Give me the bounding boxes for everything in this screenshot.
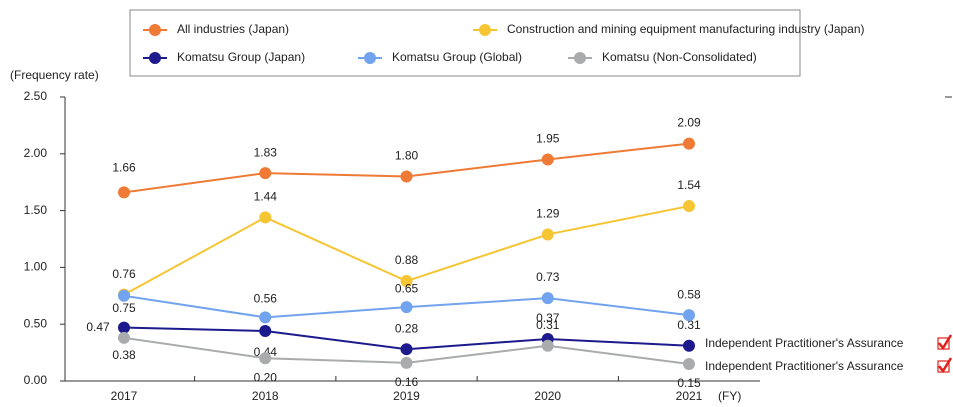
y-tick-label: 2.00 <box>24 146 48 160</box>
data-label: 0.75 <box>112 301 136 315</box>
data-label: 1.95 <box>536 132 560 146</box>
legend-marker <box>149 24 161 36</box>
data-label: 0.76 <box>112 267 136 281</box>
legend-box <box>129 9 801 77</box>
data-point <box>259 211 272 224</box>
data-label: 2.09 <box>677 116 701 130</box>
data-label: 0.44 <box>254 345 278 359</box>
y-tick-label: 1.00 <box>24 260 48 274</box>
data-label: 0.28 <box>395 321 419 335</box>
data-point <box>683 339 695 352</box>
y-axis-label: (Frequency rate) <box>10 68 99 82</box>
annotation: Independent Practitioner's Assurance <box>705 336 904 350</box>
legend-label: Construction and mining equipment manufa… <box>507 22 865 36</box>
data-label: 0.38 <box>112 348 136 362</box>
data-label: 1.44 <box>254 190 278 204</box>
data-label: 0.65 <box>395 281 419 295</box>
legend-label: Komatsu Group (Japan) <box>177 50 305 64</box>
data-label: 1.54 <box>677 178 701 192</box>
data-point <box>118 331 130 344</box>
x-tick-label: 2021 <box>676 389 703 403</box>
data-label: 0.31 <box>677 318 701 332</box>
data-point <box>259 167 272 180</box>
data-point <box>541 228 554 241</box>
data-label: 0.31 <box>536 318 560 332</box>
x-tick-label: 2019 <box>393 389 420 403</box>
legend-marker <box>364 52 376 64</box>
data-point <box>541 153 554 166</box>
y-tick-label: 0.00 <box>24 373 48 387</box>
data-point <box>259 325 272 338</box>
data-label: 0.47 <box>86 320 110 334</box>
data-label: 0.88 <box>395 253 419 267</box>
data-point <box>541 292 554 305</box>
data-point <box>541 339 554 352</box>
y-tick-label: 1.50 <box>24 203 48 217</box>
legend-marker <box>479 24 491 36</box>
legend-marker <box>574 52 586 64</box>
data-point <box>400 356 413 369</box>
data-point <box>259 311 272 324</box>
data-label: 0.58 <box>677 287 701 301</box>
data-label: 0.73 <box>536 270 560 284</box>
data-point <box>118 321 130 334</box>
data-label: 1.83 <box>254 145 278 159</box>
data-point <box>400 301 413 314</box>
data-point <box>400 170 413 183</box>
data-point <box>683 137 695 150</box>
data-point <box>400 343 413 356</box>
data-point <box>683 309 695 322</box>
data-point <box>259 352 272 365</box>
legend-label: Komatsu (Non-Consolidated) <box>602 50 757 64</box>
annotation: Independent Practitioner's Assurance <box>705 359 904 373</box>
x-axis-label: (FY) <box>718 389 741 403</box>
check-icon <box>937 334 953 351</box>
y-tick-label: 0.50 <box>24 316 48 330</box>
data-point <box>400 275 413 288</box>
legend-label: Komatsu Group (Global) <box>392 50 522 64</box>
data-point <box>683 357 695 370</box>
data-label: 1.66 <box>112 161 136 175</box>
data-label: 0.56 <box>254 292 278 306</box>
data-point <box>118 289 130 302</box>
x-tick-label: 2017 <box>111 389 138 403</box>
legend-marker <box>149 52 161 64</box>
data-label: 1.80 <box>395 149 419 163</box>
legend-label: All industries (Japan) <box>177 22 289 36</box>
data-label: 0.16 <box>395 375 419 389</box>
data-point <box>683 200 695 213</box>
data-label: 0.15 <box>677 376 701 390</box>
data-label: 0.20 <box>254 370 278 384</box>
x-tick-label: 2020 <box>534 389 561 403</box>
data-label: 0.37 <box>536 311 560 325</box>
x-tick-label: 2018 <box>252 389 279 403</box>
data-label: 1.29 <box>536 207 560 221</box>
data-point <box>118 186 130 199</box>
y-tick-label: 2.50 <box>24 89 48 103</box>
check-icon <box>937 357 953 374</box>
